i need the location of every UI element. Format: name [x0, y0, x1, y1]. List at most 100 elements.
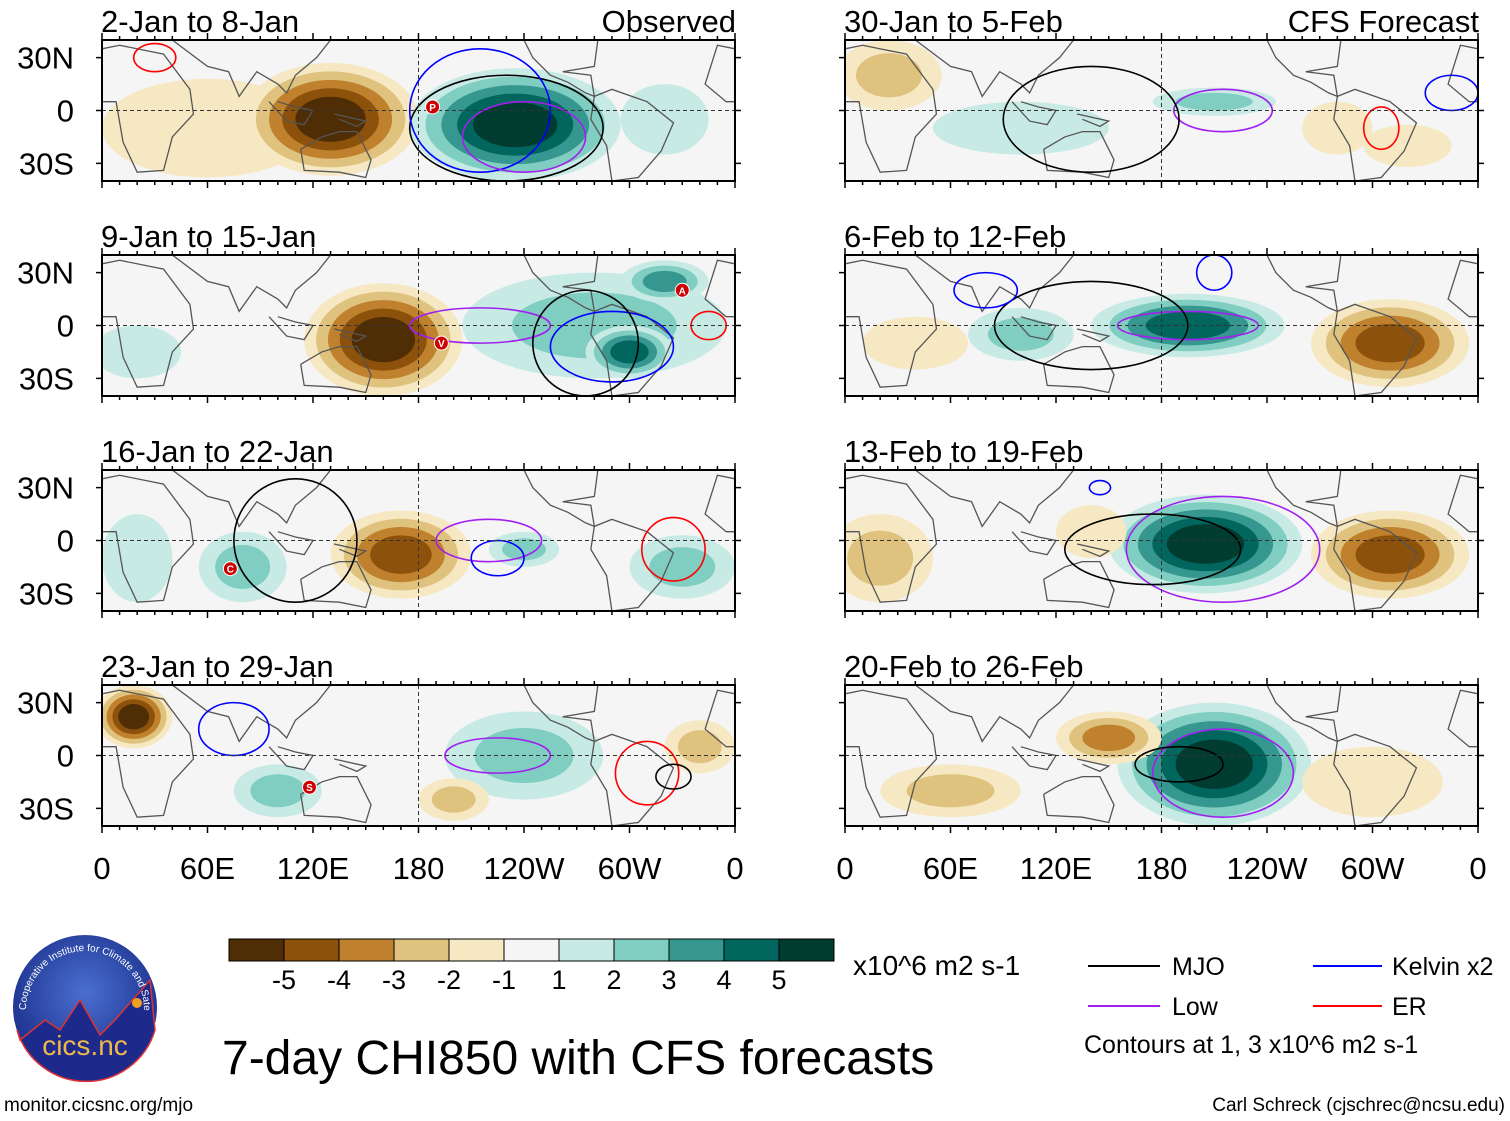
wave-marker [301, 779, 317, 795]
longitude-label: 180 [393, 851, 445, 886]
anomaly-shading [906, 774, 995, 808]
kelvin-contour [549, 310, 675, 383]
coastline [1076, 113, 1111, 128]
map-panel: 13-Feb to 19-Feb [839, 434, 1484, 618]
colorbar-label: 1 [551, 965, 566, 995]
mjo-contour [655, 763, 692, 790]
longitude-labels: 0 60E 120E 180 120W 60W 0 0 60E 120E 180 120W 60W 0 [93, 851, 1486, 886]
coastline [590, 88, 675, 181]
coastline [1011, 316, 1058, 341]
map-panel: 20-Feb to 26-Feb [839, 649, 1484, 833]
anomaly-shading [118, 704, 150, 730]
low-contour [1151, 728, 1295, 818]
coastline [102, 44, 195, 173]
coastline [171, 40, 332, 98]
colorbar-label: 3 [661, 965, 676, 995]
latitude-label: 30S [19, 576, 74, 611]
coastline [1043, 776, 1115, 824]
coastline [845, 44, 938, 173]
coastline [1076, 758, 1111, 773]
coastline [845, 474, 938, 603]
map-panel: P 2-Jan to 8-Jan 30N 0 30S [17, 4, 741, 188]
coastline [333, 758, 368, 773]
colorbar-label: -2 [437, 965, 461, 995]
longitude-label: 120W [1227, 851, 1309, 886]
coastline [102, 474, 195, 603]
map-panel: V A 9-Jan to 15-Jan 30N 0 30S [17, 219, 741, 403]
er-contour [614, 740, 680, 806]
anomaly-shading [1082, 724, 1136, 752]
low-contour [435, 518, 543, 563]
source-url[interactable]: monitor.cicsnc.org/mjo [4, 1095, 193, 1116]
legend-er-label: ER [1392, 993, 1427, 1021]
anomaly-shading [932, 101, 1109, 155]
coastline [1447, 259, 1478, 318]
coastline [845, 689, 938, 818]
coastline [268, 101, 315, 126]
anomaly-shading [1355, 323, 1425, 363]
coastline [1011, 531, 1058, 556]
coastline [1043, 130, 1115, 179]
anomaly-shading [1355, 535, 1425, 574]
coastline [914, 470, 1075, 528]
coastline [333, 328, 368, 343]
anomaly-shading [1175, 739, 1253, 789]
coastline [1043, 561, 1115, 609]
coastline [1266, 685, 1342, 743]
coastline [171, 685, 332, 743]
longitude-label: 120E [277, 851, 349, 886]
coastline [1266, 470, 1342, 528]
coastline [333, 543, 368, 558]
coastline [300, 345, 372, 394]
anomaly-shading [102, 325, 182, 379]
colorbar-swatch [283, 938, 340, 962]
latitude-label: 0 [57, 94, 74, 129]
coastline [704, 259, 735, 318]
wave-marker-label: P [429, 103, 436, 114]
wave-marker-label: A [679, 286, 686, 297]
colorbar-swatch [558, 938, 615, 962]
coastline [1011, 101, 1058, 126]
anomaly-shading [987, 317, 1054, 351]
colorbar: -5 -4 -3 -2 -1 1 2 3 4 5 [228, 938, 835, 995]
longitude-label: 0 [93, 851, 110, 886]
kelvin-contour [1195, 255, 1233, 292]
panel-title: 6-Feb to 12-Feb [844, 219, 1066, 254]
anomaly-shading [351, 317, 415, 363]
anomaly-shading [649, 547, 716, 587]
longitude-label: 180 [1136, 851, 1188, 886]
wave-marker [222, 561, 238, 577]
wave-marker-label: V [438, 339, 445, 350]
longitude-label: 120E [1020, 851, 1092, 886]
anomaly-shading [215, 544, 271, 589]
colorbar-swatch [723, 938, 780, 962]
longitude-label: 60W [1341, 851, 1405, 886]
low-contour [1125, 495, 1321, 603]
legend-kelvin-label: Kelvin x2 [1392, 953, 1493, 981]
colorbar-swatch [613, 938, 670, 962]
coastline [1333, 303, 1418, 396]
longitude-label: 0 [836, 851, 853, 886]
anomaly-shading [1166, 524, 1245, 564]
anomaly-shading [677, 730, 722, 764]
mjo-contour [532, 289, 640, 396]
colorbar-swatch [778, 938, 835, 962]
logo-sun [132, 998, 142, 1008]
coastline [1266, 255, 1342, 313]
colorbar-swatch [393, 938, 450, 962]
er-contour [132, 42, 177, 73]
anomaly-shading [1302, 101, 1373, 155]
coastline [102, 259, 195, 388]
latitude-label: 30N [17, 41, 74, 76]
coastline [171, 470, 332, 528]
mjo-contour [1002, 65, 1180, 173]
forecast-header: CFS Forecast [1288, 4, 1480, 39]
coastline [1447, 474, 1478, 533]
coastline [268, 746, 315, 771]
er-contour [641, 516, 706, 582]
panel-title: 30-Jan to 5-Feb [844, 4, 1063, 39]
map-panels: P 2-Jan to 8-Jan 30N 0 30S V A 9-Jan to 15-Jan 3… [17, 4, 1484, 833]
coastline [1333, 733, 1418, 826]
kelvin-contour [1424, 74, 1478, 112]
panel-title: 2-Jan to 8-Jan [101, 4, 299, 39]
